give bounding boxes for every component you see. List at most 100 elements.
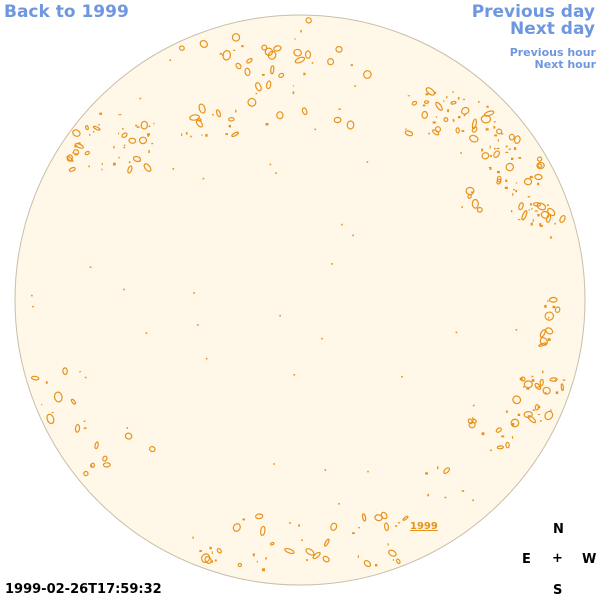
solar-feature (471, 198, 479, 209)
solar-feature (219, 52, 223, 55)
solar-feature (534, 210, 538, 212)
solar-feature (460, 152, 462, 154)
solar-feature (489, 145, 491, 149)
solar-feature (425, 87, 435, 96)
solar-feature (261, 44, 268, 51)
solar-feature (216, 548, 222, 554)
solar-feature (293, 48, 302, 57)
solar-feature (210, 560, 213, 563)
solar-feature (505, 151, 509, 153)
solar-feature (542, 370, 544, 374)
solar-feature (535, 386, 538, 389)
next-day-link[interactable]: Next day (510, 19, 595, 39)
solar-feature (523, 386, 525, 388)
solar-feature (562, 379, 566, 381)
solar-feature (549, 377, 558, 382)
solar-feature (228, 116, 235, 122)
solar-feature (84, 376, 87, 379)
solar-feature (505, 162, 515, 172)
solar-feature (428, 132, 430, 135)
solar-feature (434, 126, 442, 133)
solar-feature (262, 568, 265, 572)
solar-feature (531, 375, 534, 378)
solar-feature (94, 441, 99, 450)
solar-feature (536, 156, 543, 162)
solar-feature (537, 163, 543, 169)
solar-feature (494, 134, 497, 137)
solar-feature (197, 118, 202, 122)
solar-feature (83, 470, 89, 477)
solar-feature (538, 342, 547, 347)
solar-feature (254, 82, 262, 92)
solar-feature (452, 91, 455, 93)
solar-feature (211, 551, 213, 555)
solar-feature (530, 203, 533, 206)
solar-feature (546, 207, 556, 217)
solar-feature (471, 118, 477, 130)
solar-feature (215, 109, 222, 118)
solar-feature (300, 29, 302, 33)
solar-feature (496, 175, 502, 183)
solar-feature (31, 294, 33, 297)
solar-feature (425, 93, 429, 96)
next-hour-link[interactable]: Next hour (534, 58, 597, 71)
solar-feature (140, 120, 149, 130)
solar-feature (237, 562, 242, 568)
solar-feature (303, 72, 306, 76)
solar-feature (301, 107, 308, 116)
solar-feature (70, 398, 77, 405)
solar-feature (554, 306, 561, 313)
solar-feature (532, 219, 534, 222)
solar-feature (530, 222, 533, 226)
solar-feature (123, 144, 126, 146)
solar-feature (128, 161, 131, 164)
solar-feature (121, 132, 128, 139)
back-to-year-link[interactable]: Back to 1999 (4, 2, 129, 22)
solar-feature (443, 100, 445, 102)
solar-feature (395, 525, 398, 527)
solar-feature (495, 427, 502, 433)
solar-feature (113, 145, 115, 149)
solar-feature (432, 121, 436, 124)
solar-feature (468, 421, 476, 429)
solar-feature (521, 210, 528, 221)
solar-feature (490, 155, 492, 157)
solar-feature (531, 207, 533, 210)
solar-feature (201, 134, 203, 136)
solar-feature (123, 146, 126, 149)
previous-day-link[interactable]: Previous day (471, 2, 595, 22)
solar-feature (192, 536, 194, 539)
solar-feature (526, 387, 530, 390)
solar-feature (101, 168, 103, 171)
solar-feature (537, 214, 540, 217)
solar-feature (185, 132, 188, 135)
solar-feature (231, 33, 241, 42)
solar-feature (537, 414, 541, 415)
solar-feature (501, 435, 505, 438)
solar-feature (338, 108, 342, 110)
year-link[interactable]: 1999 (410, 521, 438, 532)
solar-feature (505, 410, 508, 413)
solar-feature (539, 224, 543, 227)
solar-feature (153, 122, 155, 125)
solar-feature (366, 161, 369, 163)
solar-feature (151, 142, 154, 145)
solar-feature (496, 128, 503, 135)
solar-feature (411, 100, 418, 106)
solar-feature (542, 386, 551, 395)
solar-feature (555, 391, 559, 394)
solar-feature (195, 119, 204, 128)
solar-feature (508, 133, 515, 141)
solar-feature (471, 418, 477, 424)
solar-feature (363, 70, 372, 79)
solar-feature (311, 62, 314, 64)
solar-feature (255, 513, 264, 520)
previous-hour-link[interactable]: Previous hour (509, 46, 596, 59)
solar-feature (66, 154, 73, 162)
solar-feature (98, 124, 100, 126)
solar-feature (178, 45, 185, 51)
solar-feature (89, 133, 91, 136)
solar-feature (443, 117, 449, 123)
solar-feature (539, 223, 542, 226)
observation-timestamp: 1999-02-26T17:59:32 (5, 582, 162, 597)
